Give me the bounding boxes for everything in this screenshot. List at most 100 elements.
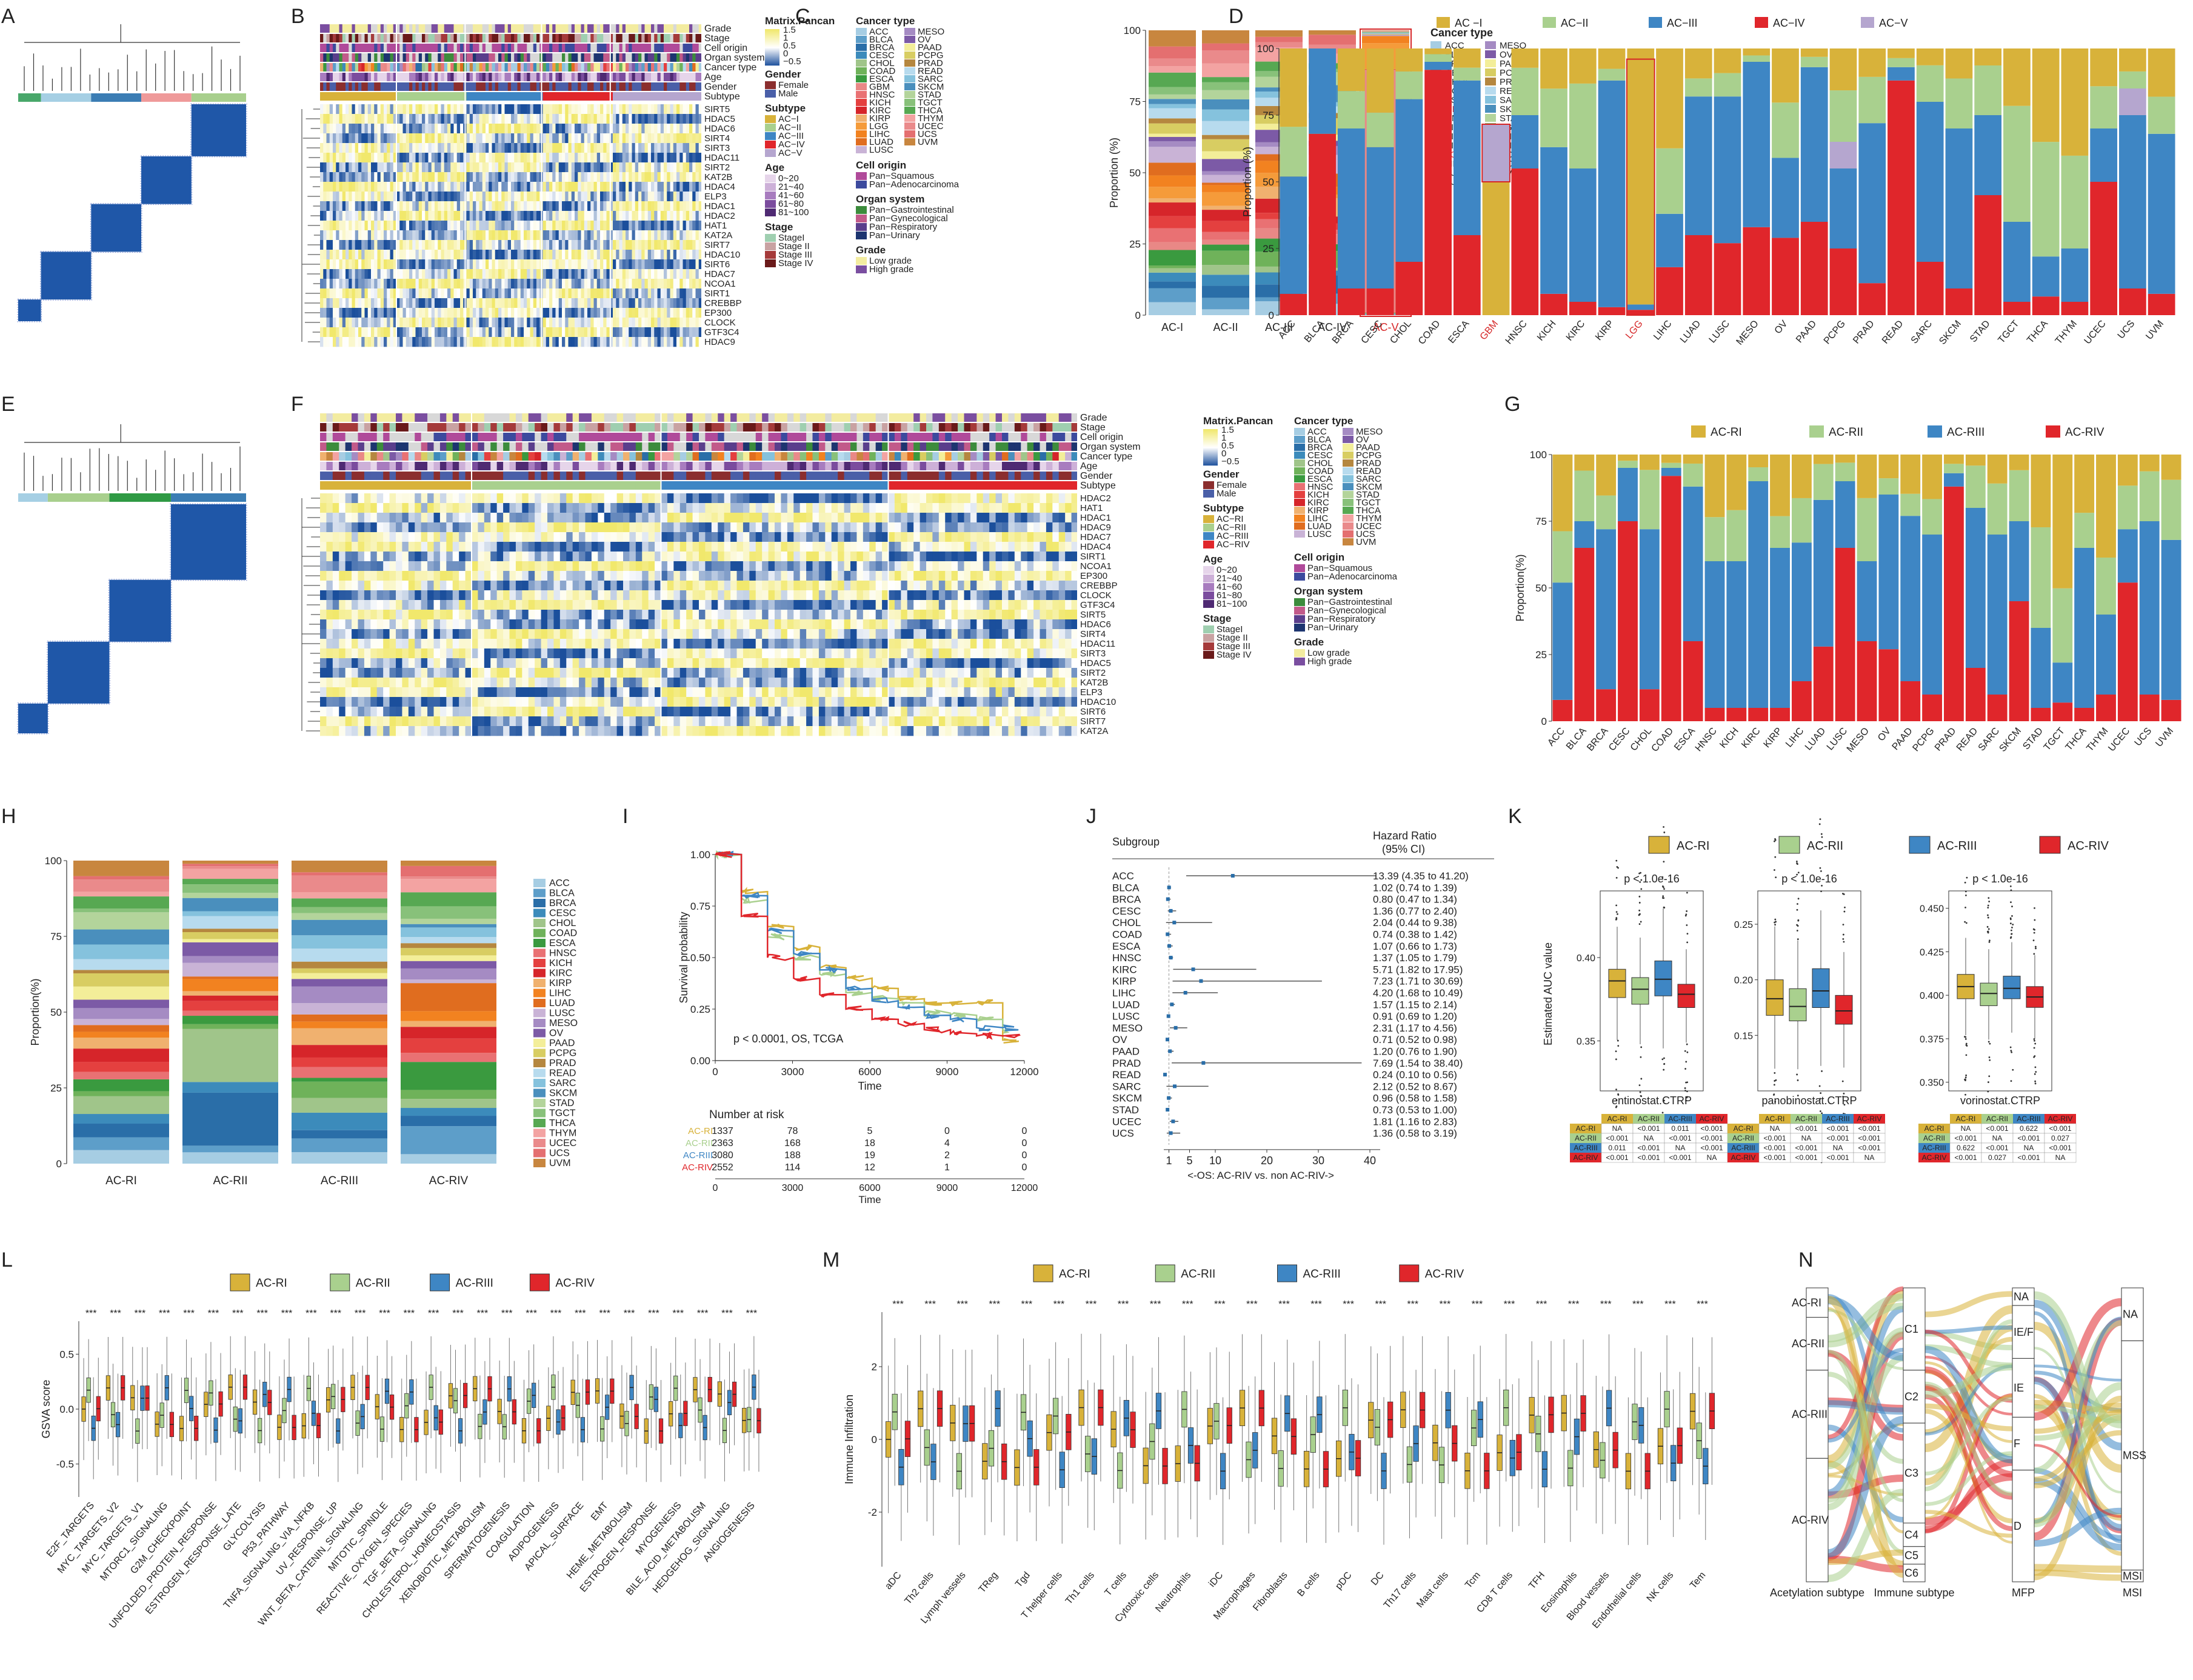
annotation-cell [673,24,677,33]
heatmap-cell [565,182,569,192]
heatmap-cell [626,230,629,241]
heatmap-cell [345,124,349,134]
heatmap-cell [507,192,512,202]
heatmap-cell [660,308,664,318]
heatmap-cell [641,298,646,308]
heatmap-cell [412,221,416,231]
heatmap-cell [664,230,667,241]
annotation-cell [995,452,1003,461]
heatmap-cell [683,143,687,153]
heatmap-cell [695,133,699,144]
heatmap-cell [638,240,642,250]
heatmap-cell [352,221,356,231]
heatmap-cell [460,318,464,328]
heatmap-cell [479,288,483,299]
heatmap-cell [374,279,378,289]
heatmap-cell [367,250,372,260]
annotation-cell [553,472,561,480]
heatmap-cell [517,133,521,144]
heatmap-cell [364,230,369,241]
heatmap-cell [517,211,521,221]
annotation-cell [920,413,927,422]
annotation-cell [364,423,371,432]
heatmap-cell [641,143,646,153]
gene-label: HDAC9 [704,337,735,347]
heatmap-cell [450,162,455,173]
heatmap-cell [629,250,633,260]
heatmap-cell [686,221,690,231]
heatmap-cell [571,162,575,173]
annotation-cell [679,73,684,81]
annotation-cell [399,73,404,81]
annotation-cell [427,423,435,432]
annotation-cell [367,73,372,81]
annotation-cell [676,92,680,101]
heatmap-cell [428,143,432,153]
annotation-cell [568,92,572,101]
annotation-cell [465,472,472,480]
heatmap-cell [689,192,693,202]
heatmap-cell [664,327,667,338]
heatmap-cell [593,114,598,124]
heatmap-cell [355,221,359,231]
heatmap-cell [466,201,470,212]
heatmap-cell [367,327,372,338]
annotation-cell [515,462,522,470]
annotation-cell [1027,462,1034,470]
annotation-cell [478,481,485,490]
heatmap-cell [399,250,404,260]
annotation-cell [447,82,451,91]
heatmap-cell [345,230,349,241]
annotation-cell [584,44,588,52]
annotation-cell [352,452,359,461]
heatmap-cell [320,298,324,308]
heatmap-cell [333,269,336,279]
annotation-cell [439,423,447,432]
heatmap-cell [565,327,569,338]
annotation-label: Stage [1080,422,1106,433]
heatmap-cell [654,288,658,299]
heatmap-cell [514,114,518,124]
heatmap-cell [657,162,661,173]
annotation-cell [1052,413,1060,422]
annotation-cell [983,462,990,470]
heatmap-cell [345,337,349,347]
heatmap-cell [581,308,585,318]
heatmap-cell [657,182,661,192]
annotation-cell [686,452,693,461]
heatmap-cell [689,318,693,328]
heatmap-cell [613,269,616,279]
annotation-cell [565,34,569,42]
heatmap-cell [533,201,537,212]
heatmap-cell [504,133,509,144]
annotation-cell [479,44,483,52]
heatmap-cell [644,269,649,279]
heatmap-cell [482,182,486,192]
heatmap-cell [377,172,381,182]
heatmap-cell [587,211,591,221]
heatmap-cell [371,124,375,134]
annotation-cell [415,92,419,101]
annotation-cell [882,413,889,422]
annotation-cell [619,34,623,42]
annotation-cell [1008,452,1015,461]
heatmap-cell [679,114,684,124]
heatmap-cell [686,308,690,318]
heatmap-cell [326,259,330,270]
heatmap-cell [667,259,671,270]
heatmap-cell [689,298,693,308]
heatmap-cell [527,308,531,318]
heatmap-cell [647,162,652,173]
heatmap-cell [476,153,480,163]
heatmap-cell [361,124,366,134]
heatmap-cell [342,143,346,153]
annotation-cell [418,92,422,101]
heatmap-cell [584,269,588,279]
heatmap-cell [412,298,416,308]
annotation-cell [686,423,693,432]
heatmap-cell [489,221,493,231]
heatmap-cell [511,182,515,192]
heatmap-cell [546,124,550,134]
heatmap-cell [552,143,556,153]
heatmap-cell [524,182,527,192]
